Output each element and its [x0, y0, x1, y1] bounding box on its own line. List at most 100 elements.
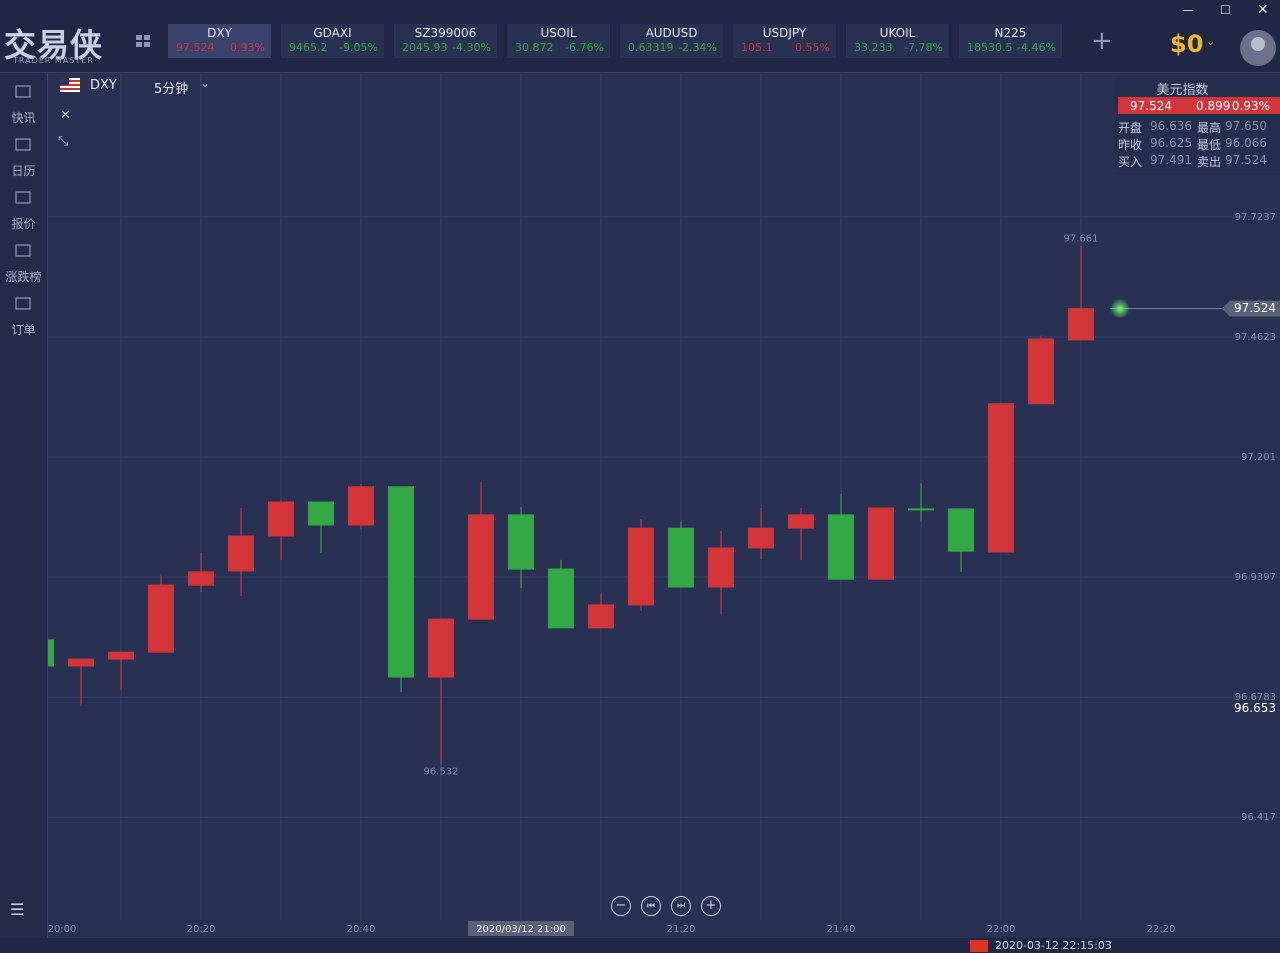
x-tick-label: 21:20: [667, 924, 696, 935]
sidebar-item[interactable]: 报价: [11, 217, 36, 231]
plot-area: [48, 73, 1280, 920]
sidebar-item[interactable]: 快讯: [11, 111, 36, 125]
quote-value: 96.636: [1150, 119, 1192, 133]
candle-body: [188, 571, 214, 586]
sidebar-item[interactable]: 订单: [11, 323, 36, 337]
scroll-end[interactable]: ⏭: [671, 896, 691, 916]
ticker[interactable]: UKOIL 33.233 -7.78%: [846, 24, 949, 58]
scroll-start[interactable]: ⏮: [641, 896, 661, 916]
quote-value: 96.066: [1225, 136, 1267, 150]
quote-value: 97.650: [1225, 119, 1267, 133]
quote-price: 97.524: [1130, 99, 1172, 113]
y-tick-label: 97.201: [1241, 452, 1276, 463]
ticker[interactable]: DXY 97.524 0.93%: [168, 24, 271, 58]
crosshair-label-bg: [468, 921, 574, 936]
candle-body: [948, 508, 974, 552]
maximize-button[interactable]: ☐: [1220, 3, 1231, 17]
balance[interactable]: $0: [1170, 30, 1204, 58]
interval-selector[interactable]: 5分钟: [154, 82, 189, 97]
candle-body: [148, 584, 174, 653]
x-tick-label: 22:00: [987, 924, 1016, 935]
ticker[interactable]: GDAXI 9465.2 -9.05%: [281, 24, 384, 58]
quote-label: 最高: [1197, 121, 1222, 135]
icon-shape: [15, 244, 31, 257]
y-tick-label: 96.9397: [1235, 572, 1276, 583]
zoom-in[interactable]: +: [701, 896, 721, 916]
close-button[interactable]: ✕: [1257, 2, 1269, 18]
ticker[interactable]: USDJPY 105.1 0.55%: [733, 24, 836, 58]
candle-body: [788, 514, 814, 529]
ticker-symbol: N225: [994, 26, 1027, 40]
sidebar-icon: [15, 297, 31, 310]
axes: 97.7237 97.4623 97.201 96.9397 96.6783 96.417…: [48, 212, 1280, 936]
candle-body: [468, 514, 494, 620]
candle-body: [508, 514, 534, 570]
ticker-price: 33.233: [854, 41, 893, 54]
y-tick-label: 97.4623: [1235, 332, 1276, 343]
logo-subtitle: TRADER MASTER: [13, 56, 94, 65]
close-tool[interactable]: ✕: [60, 108, 71, 123]
y-tick-label: 96.417: [1241, 812, 1276, 823]
ticker-price: 105.1: [741, 41, 773, 54]
avatar[interactable]: [1238, 28, 1278, 68]
quote-panel: 美元指数 97.524 0.899 0.93% 开盘 96.636 最高 97.650 昨收 96…: [1115, 75, 1280, 175]
ticker-symbol: USDJPY: [762, 26, 807, 40]
collapse-tool[interactable]: ⤡: [58, 134, 69, 149]
ticker-price: 97.524: [176, 41, 215, 54]
top-bar: 交易侠 TRADER MASTER DXY 97.524 0.93% GDAXI 946…: [0, 0, 1280, 73]
ticker-symbol: UKOIL: [879, 26, 916, 40]
sidebar-item[interactable]: 涨跌榜: [5, 270, 42, 284]
status-bar: 2020-03-12 22:15:03: [0, 938, 1280, 953]
sidebar-icon: [15, 191, 31, 204]
zoom-out[interactable]: −: [611, 896, 631, 916]
ticker[interactable]: N225 18530.5 -4.46%: [959, 24, 1062, 58]
quote-value: 96.625: [1150, 136, 1192, 150]
quote-value: 97.524: [1225, 153, 1267, 167]
ticker-price: 2045.93: [402, 41, 448, 54]
candle-body: [228, 535, 254, 572]
x-tick-label: 21:40: [827, 924, 856, 935]
flag-cn: [970, 940, 988, 952]
candle-body: [708, 547, 734, 588]
candle-body: [628, 527, 654, 606]
interval-dropdown[interactable]: ⌄: [200, 76, 211, 90]
x-tick-label: 2020/03/12 21:00: [476, 924, 566, 935]
ticker-symbol: USOIL: [540, 26, 577, 40]
candle-body: [868, 507, 894, 580]
minimize-button[interactable]: —: [1182, 3, 1194, 17]
sidebar-icon: [15, 85, 31, 98]
quote-value: 97.491: [1150, 153, 1192, 167]
add-button[interactable]: +: [1091, 26, 1113, 56]
quote-change: 0.899: [1196, 99, 1231, 113]
symbol-selector[interactable]: DXY: [90, 78, 117, 93]
ticker[interactable]: SZ399006 2045.93 -4.30%: [394, 24, 497, 58]
ticker[interactable]: USOIL 30.872 -6.76%: [507, 24, 610, 58]
candle-body: [1028, 338, 1054, 405]
candle-body: [908, 508, 934, 511]
ticker-price: 9465.2: [289, 41, 328, 54]
ticker-change: -6.76%: [565, 41, 604, 54]
ticker-price: 18530.5: [967, 41, 1013, 54]
icon-shape: [15, 297, 31, 310]
logo[interactable]: 交易侠: [4, 26, 104, 64]
ticker-change: -7.78%: [904, 41, 943, 54]
candle-body: [548, 568, 574, 629]
ticker[interactable]: AUDUSD 0.63319 -2.34%: [620, 24, 723, 58]
grid-menu[interactable]: [136, 35, 152, 49]
sidebar-icon: [15, 138, 31, 151]
last-price-label: 97.524: [1234, 301, 1276, 315]
candle-body: [388, 486, 414, 678]
ticker-change: -2.34%: [678, 41, 717, 54]
quote-label: 买入: [1118, 155, 1143, 169]
icon-shape: [15, 191, 31, 204]
sidebar-item[interactable]: 日历: [11, 164, 36, 178]
x-tick-label: 20:20: [187, 924, 216, 935]
ticker-change: 0.93%: [230, 41, 265, 54]
price-marker: [1222, 300, 1280, 317]
quote-label: 卖出: [1197, 155, 1222, 169]
price-marker: [1218, 700, 1280, 717]
balance-dropdown[interactable]: ⌄: [1206, 35, 1216, 48]
quote-change-pct: 0.93%: [1231, 99, 1270, 113]
